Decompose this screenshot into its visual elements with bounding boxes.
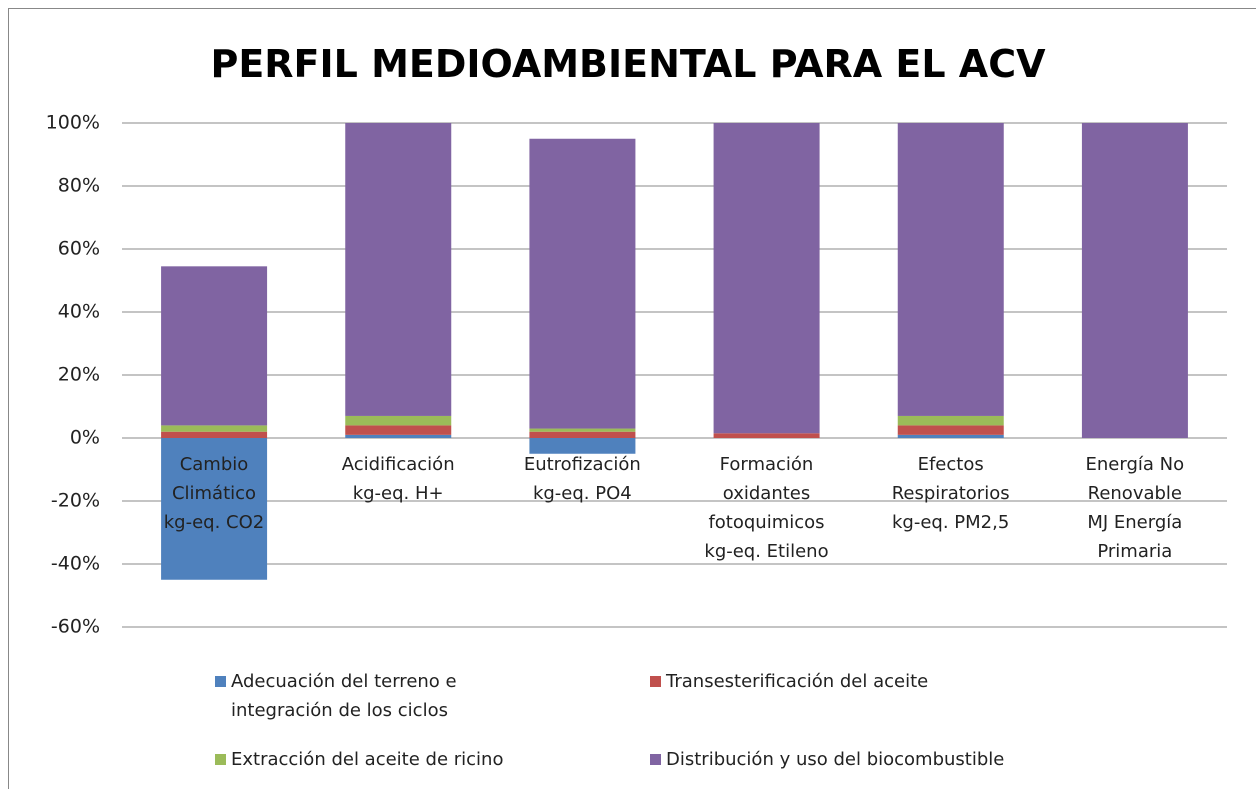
bar-segment bbox=[345, 425, 452, 435]
x-tick-label: Eutrofización kg-eq. PO4 bbox=[523, 454, 641, 504]
y-tick-label: 60% bbox=[58, 238, 100, 260]
bar-segment bbox=[1081, 123, 1188, 438]
bar-segment bbox=[161, 438, 268, 580]
legend-swatch bbox=[215, 754, 226, 765]
bar-segment bbox=[161, 425, 268, 432]
bar-segment bbox=[345, 123, 452, 416]
bar-segment bbox=[897, 425, 1004, 435]
bar-segment bbox=[529, 138, 636, 429]
x-tick-label: Efectos Respiratorios kg-eq. PM2,5 bbox=[891, 454, 1010, 533]
legend-label: Distribución y uso del biocombustible bbox=[666, 749, 1005, 770]
bar-segment bbox=[713, 433, 820, 438]
y-tick-label: 40% bbox=[58, 301, 100, 323]
bar-segment bbox=[161, 431, 268, 438]
x-tick-label: Formación oxidantes fotoquimicos kg-eq. … bbox=[704, 454, 829, 562]
legend-swatch bbox=[215, 676, 226, 687]
legend-label: Adecuación del terreno e integración de … bbox=[231, 671, 457, 721]
bar-segment bbox=[345, 434, 452, 438]
bar-segment bbox=[897, 434, 1004, 438]
y-tick-label: 0% bbox=[70, 427, 100, 449]
bar-segment bbox=[713, 123, 820, 434]
y-tick-label: 100% bbox=[46, 112, 100, 134]
bar-segment bbox=[161, 266, 268, 426]
legend-swatch bbox=[650, 676, 661, 687]
legend-label: Extracción del aceite de ricino bbox=[231, 749, 504, 770]
x-tick-label: Cambio Climático kg-eq. CO2 bbox=[163, 454, 265, 533]
y-tick-label: -40% bbox=[51, 553, 100, 575]
legend-swatch bbox=[650, 754, 661, 765]
bar-segment bbox=[529, 431, 636, 438]
legend-label: Transesterificación del aceite bbox=[666, 671, 929, 692]
y-tick-label: -20% bbox=[51, 490, 100, 512]
bar-segment bbox=[897, 123, 1004, 416]
chart-border bbox=[8, 8, 1256, 789]
bar-segment bbox=[529, 428, 636, 432]
x-tick-label: Energía No Renovable MJ Energía Primaria bbox=[1085, 454, 1185, 562]
y-tick-label: 80% bbox=[58, 175, 100, 197]
bar-segment bbox=[897, 415, 1004, 426]
y-tick-label: 20% bbox=[58, 364, 100, 386]
x-tick-label: Acidificación kg-eq. H+ bbox=[341, 454, 455, 504]
chart-title: PERFIL MEDIOAMBIENTAL PARA EL ACV bbox=[210, 42, 1046, 86]
bar-segment bbox=[529, 438, 636, 454]
y-tick-label: -60% bbox=[51, 616, 100, 638]
bar-segment bbox=[345, 415, 452, 426]
